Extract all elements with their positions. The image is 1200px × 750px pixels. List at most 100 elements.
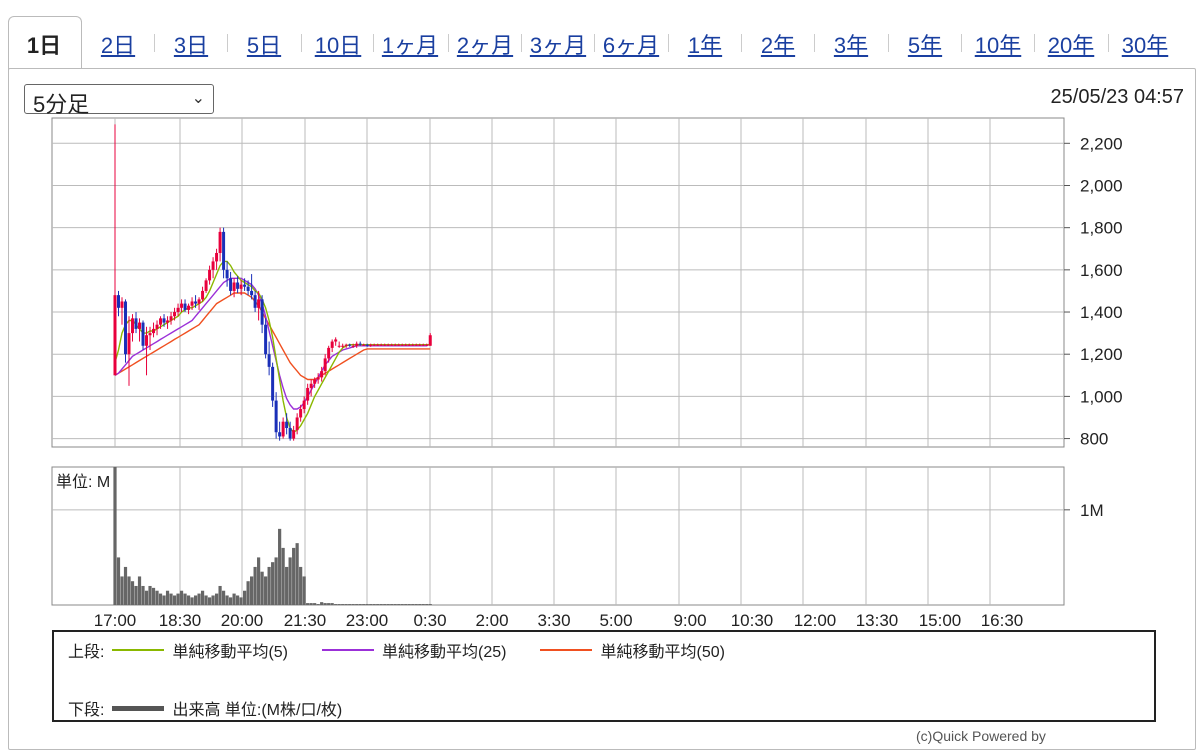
volume-bar xyxy=(186,595,191,605)
volume-bar xyxy=(260,571,264,605)
legend-ma25: 単純移動平均(25) xyxy=(314,638,506,662)
x-tick-label: 23:00 xyxy=(346,611,389,630)
tab-period-4[interactable]: 10日 xyxy=(314,33,362,58)
tab-period-15[interactable]: 30年 xyxy=(1121,33,1169,58)
volume-bar xyxy=(183,593,187,605)
candle-body xyxy=(204,280,208,291)
volume-bar xyxy=(316,604,320,605)
candle-body xyxy=(299,409,303,418)
tab-period-11[interactable]: 3年 xyxy=(833,33,869,58)
volume-bar xyxy=(204,595,208,605)
candle-body xyxy=(169,316,173,321)
candle-body xyxy=(236,282,240,289)
tab-period-5[interactable]: 1ヶ月 xyxy=(381,33,439,58)
candle-body xyxy=(152,328,156,334)
tab-period-9[interactable]: 1年 xyxy=(687,33,723,58)
volume-bar xyxy=(225,595,229,605)
tab-separator xyxy=(814,34,815,52)
volume-bar xyxy=(376,604,380,605)
candle-body xyxy=(369,344,373,346)
volume-bar xyxy=(397,604,401,605)
tab-period-0[interactable]: 1日 xyxy=(26,33,62,58)
candle-body xyxy=(285,421,289,429)
candle-body xyxy=(355,343,359,346)
volume-bar xyxy=(351,604,355,605)
volume-bar xyxy=(390,604,394,605)
volume-bar xyxy=(383,604,387,605)
candle-body xyxy=(295,417,299,431)
volume-bar xyxy=(295,543,299,605)
volume-bar xyxy=(197,593,201,605)
candle-body xyxy=(428,335,432,346)
candle-body xyxy=(386,344,390,346)
candle-body xyxy=(145,335,149,346)
volume-bar xyxy=(369,604,373,605)
price-y-tick-label: 800 xyxy=(1080,430,1108,449)
tab-separator xyxy=(154,34,155,52)
candle-body xyxy=(131,318,135,334)
candle-body xyxy=(330,341,334,348)
candle-body xyxy=(155,324,159,329)
volume-bar xyxy=(158,593,163,605)
tab-period-8[interactable]: 6ヶ月 xyxy=(602,33,660,58)
volume-bar xyxy=(320,602,324,605)
volume-bar xyxy=(418,604,422,605)
volume-bar xyxy=(137,576,142,605)
volume-bar xyxy=(379,604,383,605)
tab-period-3[interactable]: 5日 xyxy=(246,33,282,58)
legend-ma25-label: 単純移動平均(25) xyxy=(382,644,507,661)
volume-bar xyxy=(214,593,219,605)
price-y-tick-label: 1,600 xyxy=(1080,261,1123,280)
ma25-line xyxy=(114,277,431,410)
volume-bar xyxy=(246,581,250,605)
interval-select[interactable]: 5分足 ⌄ xyxy=(24,84,214,117)
candle-body xyxy=(243,284,247,287)
price-y-tick-label: 2,200 xyxy=(1080,134,1123,153)
volume-bar xyxy=(116,557,121,605)
tab-period-7[interactable]: 3ヶ月 xyxy=(529,33,587,58)
candle-body xyxy=(120,301,124,308)
volume-bar xyxy=(386,604,390,605)
volume-bar xyxy=(365,604,369,605)
legend-ma5: 単純移動平均(5) xyxy=(104,638,288,662)
volume-bar xyxy=(148,585,152,605)
volume-bar xyxy=(278,528,282,605)
tab-separator xyxy=(594,34,595,52)
candle-body xyxy=(218,231,222,253)
tab-period-6[interactable]: 2ヶ月 xyxy=(456,33,514,58)
tab-period-12[interactable]: 5年 xyxy=(907,33,943,58)
candle-body xyxy=(407,344,411,346)
tab-separator xyxy=(1034,34,1035,52)
candle-body xyxy=(250,290,254,296)
volume-bar xyxy=(281,547,285,605)
tab-period-10[interactable]: 2年 xyxy=(760,33,796,58)
x-tick-label: 16:30 xyxy=(981,611,1024,630)
candle-body xyxy=(425,344,429,346)
volume-bar xyxy=(428,604,432,605)
volume-bar xyxy=(327,603,331,605)
x-tick-label: 3:30 xyxy=(537,611,570,630)
candle-body xyxy=(393,344,397,346)
tab-period-13[interactable]: 10年 xyxy=(974,33,1022,58)
candle-body xyxy=(246,286,250,291)
volume-plot-frame xyxy=(51,466,1065,606)
tab-period-2[interactable]: 3日 xyxy=(173,33,209,58)
volume-bar xyxy=(253,566,257,605)
candle-body xyxy=(176,307,180,313)
ma5-line-swatch xyxy=(112,649,165,651)
candle-body xyxy=(337,345,341,347)
tab-period-14[interactable]: 20年 xyxy=(1047,33,1095,58)
volume-bar xyxy=(176,593,180,605)
candle-body xyxy=(334,339,338,342)
volume-bar xyxy=(155,590,159,605)
volume-bar xyxy=(285,566,289,605)
candle-body xyxy=(134,318,138,329)
candle-body xyxy=(372,344,376,346)
x-tick-label: 20:00 xyxy=(221,611,264,630)
volume-bar xyxy=(232,593,236,605)
ma25-line-swatch xyxy=(322,649,375,651)
volume-bar xyxy=(179,590,184,605)
tab-period-1[interactable]: 2日 xyxy=(100,33,136,58)
x-tick-label: 12:00 xyxy=(794,611,837,630)
